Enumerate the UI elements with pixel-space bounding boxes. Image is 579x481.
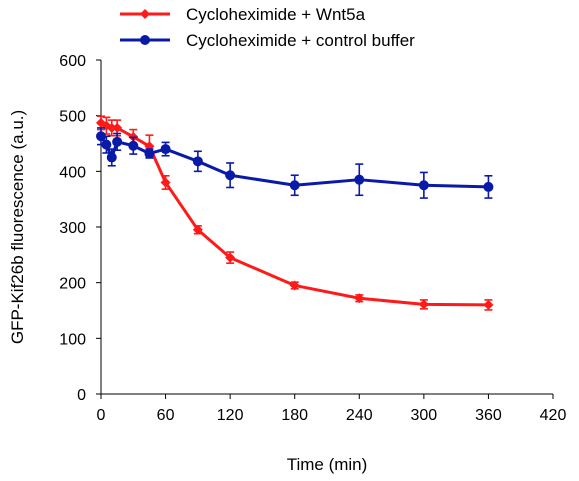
y-tick-label: 600 [59,53,86,70]
legend-label: Cycloheximide + control buffer [186,31,415,50]
x-tick-label: 60 [157,407,175,424]
legend-item-control-buffer: Cycloheximide + control buffer [120,31,415,50]
data-point-circle [106,152,117,163]
x-tick-label: 0 [97,407,106,424]
x-tick-label: 420 [540,407,567,424]
x-axis-title: Time (min) [287,455,368,474]
legend-label: Cycloheximide + Wnt5a [186,5,366,24]
data-point-circle [128,140,139,151]
data-point-diamond [354,293,365,304]
legend-item-wnt5a: Cycloheximide + Wnt5a [120,5,366,24]
legend: Cycloheximide + Wnt5a Cycloheximide + co… [120,5,415,50]
data-point-circle [96,131,106,142]
data-point-diamond [289,280,300,291]
y-axis-ticks: 0 100 200 300 400 500 600 [59,53,101,404]
x-tick-label: 360 [475,407,502,424]
data-point-circle [225,170,236,181]
legend-swatch-diamond-marker [140,9,150,19]
data-point-circle [289,180,300,191]
data-point-circle [160,144,171,155]
y-tick-label: 100 [59,331,86,348]
axes: 0 60 120 180 240 300 360 420 0 100 200 300 400 500 60… [59,53,566,424]
x-tick-label: 180 [281,407,308,424]
data-point-diamond [106,122,117,133]
data-point-diamond [192,224,203,235]
data-point-diamond [112,122,123,133]
legend-swatch-circle-marker [140,35,150,45]
x-axis-ticks: 0 60 120 180 240 300 360 420 [97,394,567,424]
series-layer [96,115,494,311]
data-point-circle [354,174,365,185]
series-control-buffer [96,127,494,199]
data-point-circle [483,181,494,192]
x-tick-label: 300 [411,407,438,424]
data-point-circle [112,136,123,147]
data-point-circle [192,156,203,167]
y-tick-label: 400 [59,164,86,181]
data-point-diamond [160,177,171,188]
x-tick-label: 240 [346,407,373,424]
y-tick-label: 300 [59,220,86,237]
series-wnt5a [96,115,494,311]
x-tick-label: 120 [217,407,244,424]
data-point-diamond [418,299,429,310]
data-point-circle [101,139,112,150]
data-point-diamond [483,299,494,310]
y-tick-label: 500 [59,109,86,126]
data-point-circle [144,148,155,159]
y-tick-label: 200 [59,276,86,293]
data-point-diamond [225,252,236,263]
data-point-circle [418,180,429,191]
y-tick-label: 0 [77,387,86,404]
y-axis-title: GFP-Kif26b fluorescence (a.u.) [8,110,27,344]
